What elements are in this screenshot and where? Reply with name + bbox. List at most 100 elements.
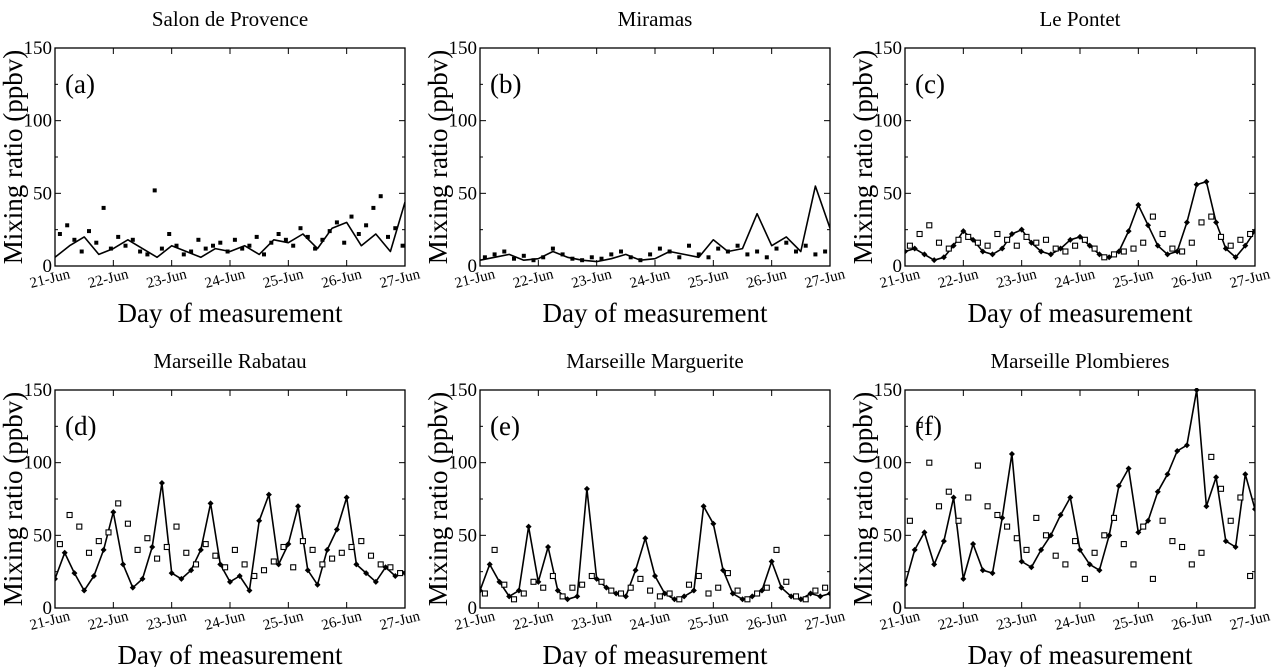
series-point [613,590,620,597]
marker-point [916,421,923,428]
marker-point [138,249,143,254]
marker-point [342,240,347,245]
marker-point [540,584,547,591]
marker-point [1042,236,1050,243]
series-point [120,561,127,568]
marker-point [1042,532,1050,539]
marker-point [108,246,113,251]
marker-point [247,243,252,248]
marker-point [329,555,336,562]
marker-point [65,223,70,228]
y-tick-label: 150 [449,38,478,59]
marker-point [1140,523,1147,530]
series-point [158,480,165,487]
y-axis-label: Mixing ratio (ppbv) [848,392,878,606]
series-point [207,500,214,507]
marker-point [695,572,702,580]
series-point [1135,201,1142,208]
y-tick-label: 50 [33,183,52,204]
x-tick-label: 25-Jun [687,266,731,292]
plot-data [55,188,405,259]
series-point [921,529,928,536]
series-point [275,561,282,568]
series-point [265,491,272,498]
x-tick-label: 23-Jun [995,608,1039,634]
x-axis-label: Day of measurement [118,298,343,328]
x-tick-label: 21-Jun [28,608,72,634]
series-point [333,526,340,533]
x-tick-label: 22-Jun [512,266,556,292]
series-point [758,587,765,594]
marker-point [647,587,654,594]
y-axis-label: Mixing ratio (ppbv) [423,392,453,606]
x-axis-label: Day of measurement [968,640,1193,667]
marker-point [183,549,190,556]
marker-point [163,543,170,551]
series-point [652,573,658,580]
marker-point [783,578,790,585]
marker-point [225,249,230,254]
series-point [1067,494,1074,501]
marker-point [724,570,731,577]
panel-label: (d) [65,411,96,441]
chart-panel-6: Marseille Plombieres 0 50 100 150 21-Jun 22-Ju… [848,349,1272,667]
marker-point [290,564,297,571]
plot-frame [54,389,406,609]
series-point [1018,226,1025,233]
series-point [90,573,97,580]
series-point [1154,488,1161,495]
series-point [1222,245,1229,252]
series-point [55,575,58,582]
marker-point [1140,239,1147,246]
series-point [129,584,136,591]
series-point [1154,242,1161,249]
chart-panel-2: Miramas 0 50 100 150 21-Jun 22-Jun 23-Jun 24-Jun… [423,7,847,328]
x-axis-label: Day of measurement [543,640,768,667]
marker-point [734,587,741,594]
marker-point [305,234,310,239]
x-tick-label: 24-Jun [628,608,672,634]
marker-point [192,561,200,568]
series-point [1115,482,1122,489]
series-point [642,535,649,542]
marker-point [792,593,800,600]
y-tick-label: 0 [893,256,903,277]
marker-point [202,541,209,548]
chart-panel-4: Marseille Rabatau 0 50 100 150 21-Jun 22-Jun 23… [0,349,422,667]
marker-point [1169,538,1176,545]
series-point [100,546,107,553]
marker-point [56,541,63,548]
marker-point [715,584,722,591]
marker-point [1247,572,1254,580]
marker-point [189,249,194,254]
marker-point [735,243,740,248]
marker-point [1208,453,1215,460]
marker-point [550,246,555,251]
plot-frame [479,47,831,267]
series-point [950,494,957,501]
y-tick-label: 150 [24,380,53,401]
marker-point [270,558,277,565]
marker-point [549,572,556,580]
x-tick-label: 21-Jun [878,608,922,634]
marker-point [589,255,594,260]
marker-point [57,232,62,236]
y-tick-label: 0 [468,598,478,619]
series-point [1252,506,1255,513]
plot-frame [54,47,406,267]
marker-point [218,240,223,245]
marker-point [501,581,508,588]
marker-point [491,546,498,553]
marker-point [241,561,248,568]
x-tick-label: 24-Jun [1053,266,1097,292]
marker-point [608,587,615,594]
marker-point [570,256,575,261]
marker-point [1091,245,1098,252]
series-point [817,593,824,600]
series-point [905,581,908,588]
marker-point [812,587,819,594]
x-tick-label: 24-Jun [1053,608,1097,634]
marker-point [754,590,761,597]
marker-point [1081,575,1088,582]
series-point [324,546,331,553]
